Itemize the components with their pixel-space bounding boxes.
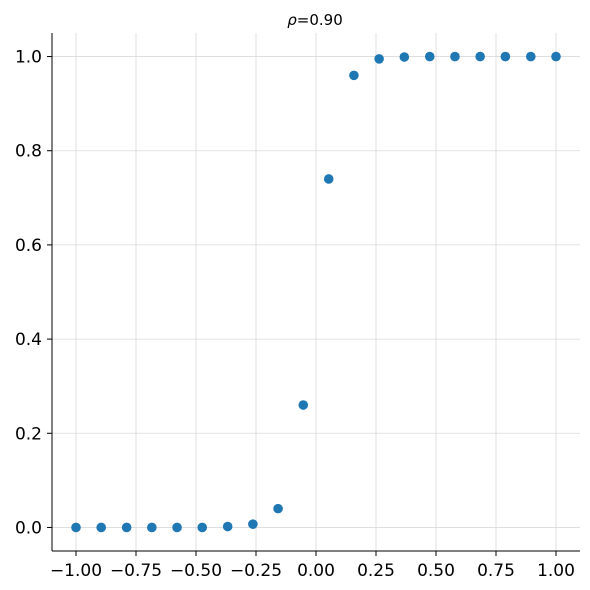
- data-point: [273, 503, 283, 514]
- data-point: [323, 174, 334, 184]
- data-points: [71, 51, 561, 533]
- data-point: [172, 522, 182, 533]
- y-tick-label: 0.4: [15, 330, 42, 350]
- x-tick-label: 0.25: [357, 561, 395, 581]
- x-tick-label: −0.50: [170, 561, 222, 581]
- data-point: [248, 519, 258, 529]
- data-point: [222, 521, 233, 532]
- y-tick-label: 0.2: [15, 424, 42, 444]
- x-tick-label: −0.25: [230, 561, 282, 581]
- data-point: [298, 400, 309, 410]
- data-point: [349, 70, 359, 81]
- data-point: [374, 54, 384, 64]
- data-point: [500, 51, 511, 62]
- chart-title: ρ=0.90: [287, 11, 343, 29]
- data-point: [121, 522, 132, 533]
- data-point: [475, 51, 485, 62]
- data-point: [96, 522, 106, 533]
- x-tick-label: 1.00: [537, 561, 575, 581]
- x-tick-label: −1.00: [50, 561, 102, 581]
- y-tick-label: 0.0: [15, 518, 42, 538]
- x-tick-label: 0.50: [417, 561, 455, 581]
- title-symbol: ρ: [287, 11, 297, 29]
- data-point: [71, 522, 81, 533]
- data-point: [197, 522, 208, 533]
- y-tick-label: 1.0: [15, 48, 42, 68]
- x-tick-label: 0.00: [297, 561, 335, 581]
- data-point: [450, 51, 460, 62]
- y-axis-ticks: 0.0 0.2 0.4 0.6 0.8 1.0: [15, 48, 52, 538]
- y-tick-label: 0.8: [15, 142, 42, 162]
- x-axis-ticks: −1.00 −0.75 −0.50 −0.25 0.00 0.25 0.50 0.75 1.00: [50, 551, 575, 581]
- data-point: [399, 52, 410, 62]
- title-value: =0.90: [297, 11, 343, 29]
- grid-lines: [52, 33, 580, 551]
- y-tick-label: 0.6: [15, 236, 42, 256]
- data-point: [551, 51, 561, 62]
- x-tick-label: 0.75: [477, 561, 515, 581]
- data-point: [526, 51, 536, 62]
- data-point: [424, 51, 435, 62]
- data-point: [147, 522, 157, 533]
- x-tick-label: −0.75: [110, 561, 162, 581]
